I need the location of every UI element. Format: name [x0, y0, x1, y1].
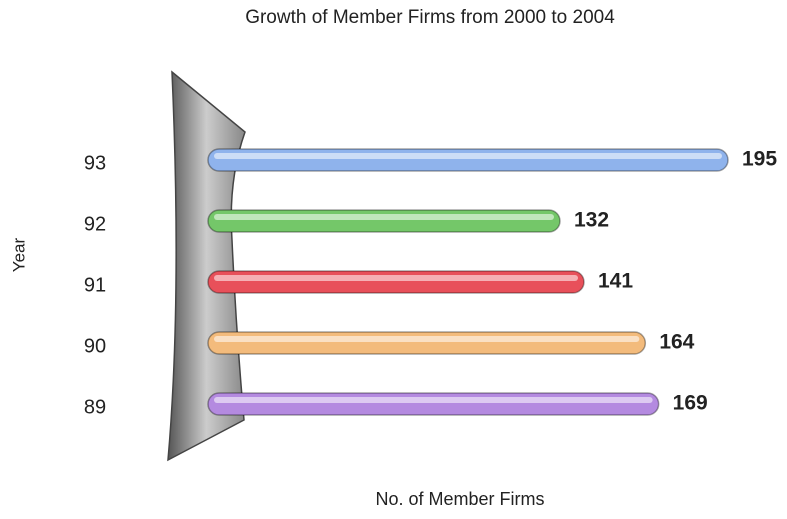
y-tick-label: 93	[84, 152, 106, 174]
y-axis-label: Year	[9, 237, 28, 272]
value-label: 195	[742, 148, 777, 171]
y-tick-label: 89	[84, 396, 106, 418]
y-tick-label: 91	[84, 274, 106, 296]
bar	[207, 148, 729, 172]
y-tick-label: 90	[84, 335, 106, 357]
bar-highlight	[214, 336, 640, 342]
bar-highlight	[214, 153, 722, 159]
bar-highlight	[214, 214, 554, 220]
bar-highlight	[214, 275, 578, 281]
bar	[207, 270, 585, 294]
bar-highlight	[214, 397, 653, 403]
y-tick-label: 92	[84, 213, 106, 235]
x-axis-label: No. of Member Firms	[375, 489, 544, 509]
value-label: 164	[659, 331, 694, 354]
bar	[207, 331, 647, 355]
value-label: 141	[598, 270, 633, 293]
bar	[207, 209, 561, 233]
chart-title: Growth of Member Firms from 2000 to 2004	[245, 7, 615, 28]
bar	[207, 392, 660, 416]
value-label: 132	[574, 209, 609, 232]
value-label: 169	[673, 392, 708, 415]
